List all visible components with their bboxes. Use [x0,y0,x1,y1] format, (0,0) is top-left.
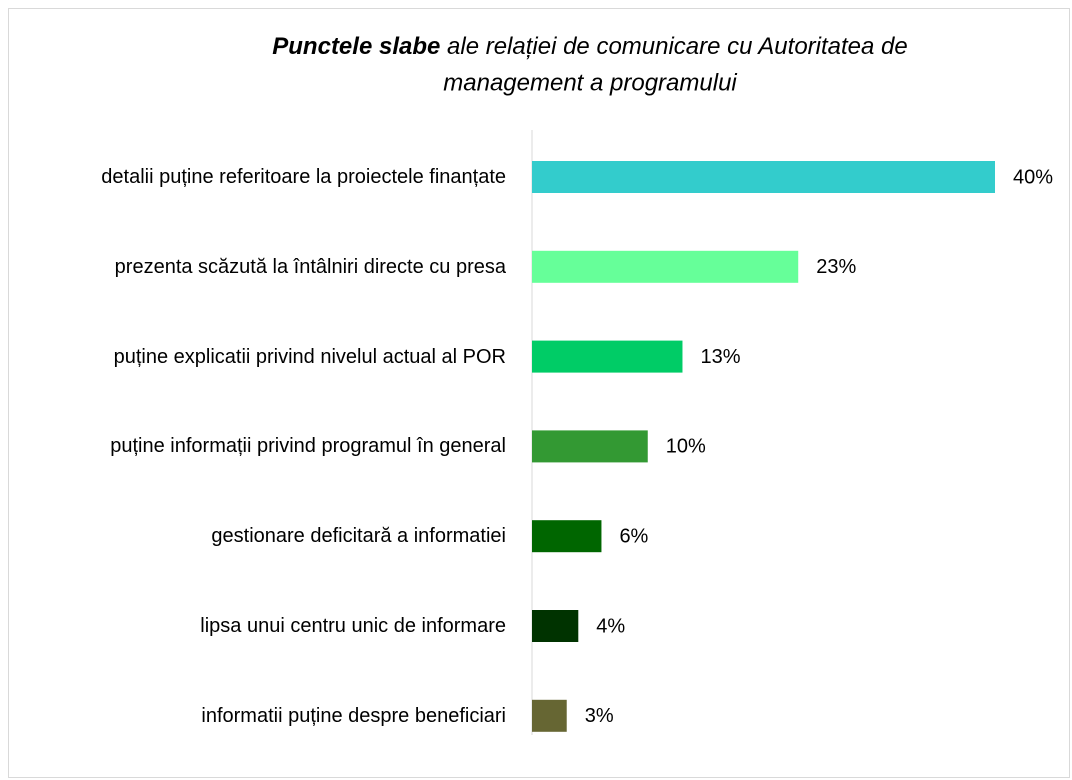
bar [532,161,995,193]
chart-frame [8,8,1070,778]
category-label: lipsa unui centru unic de informare [200,615,506,637]
chart-title: Punctele slabe ale relației de comunicar… [272,33,907,60]
category-label: prezenta scăzută la întâlniri directe cu… [114,255,506,278]
data-label: 13% [700,346,740,368]
chart-title: management a programului [443,69,737,96]
bar [532,520,602,553]
bar [532,610,579,642]
bar [532,340,683,373]
data-label: 3% [585,705,614,727]
title-text: ale relației de comunicare cu Autoritate… [447,33,908,60]
data-label: 4% [596,615,625,637]
data-label: 40% [1013,166,1053,188]
category-label: puține informații privind programul în g… [110,435,506,458]
category-label: gestionare deficitară a informatiei [211,525,506,548]
bar [532,699,567,732]
title-bold: Punctele slabe [272,33,440,60]
data-label: 6% [619,525,648,547]
category-label: informatii puține despre beneficiari [201,704,506,727]
bar [532,250,799,283]
data-label: 10% [666,436,706,458]
category-label: puține explicatii privind nivelul actual… [113,345,506,368]
category-label: detalii puține referitoare la proiectele… [101,166,506,188]
bar [532,430,648,463]
data-label: 23% [816,256,856,278]
